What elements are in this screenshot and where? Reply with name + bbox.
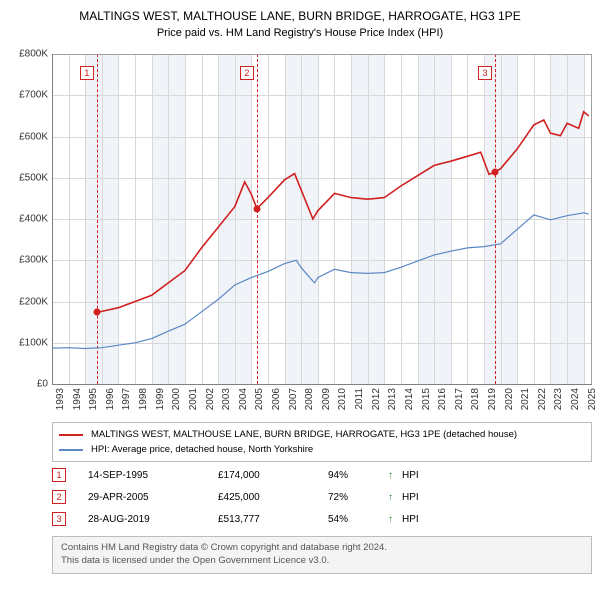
sale-pct: 72%: [328, 492, 388, 503]
x-axis-label: 2012: [371, 388, 382, 418]
x-axis-label: 2021: [520, 388, 531, 418]
sale-hpi-label: HPI: [402, 514, 432, 525]
chart-subtitle: Price paid vs. HM Land Registry's House …: [0, 25, 600, 45]
sales-table: 114-SEP-1995£174,00094%↑HPI229-APR-2005£…: [52, 464, 592, 530]
x-axis-label: 1998: [138, 388, 149, 418]
x-axis-label: 2023: [553, 388, 564, 418]
x-axis-label: 2003: [221, 388, 232, 418]
sale-price: £513,777: [218, 514, 328, 525]
x-axis-label: 2025: [587, 388, 598, 418]
x-axis-label: 1993: [55, 388, 66, 418]
y-axis-label: £800K: [4, 49, 48, 60]
y-axis-label: £200K: [4, 296, 48, 307]
x-axis-label: 2005: [254, 388, 265, 418]
x-axis-label: 1995: [88, 388, 99, 418]
x-axis-label: 2014: [404, 388, 415, 418]
y-axis-label: £500K: [4, 172, 48, 183]
x-axis-label: 1994: [72, 388, 83, 418]
legend-item: MALTINGS WEST, MALTHOUSE LANE, BURN BRID…: [59, 427, 585, 442]
x-axis-label: 1997: [121, 388, 132, 418]
series-hpi: [52, 213, 589, 349]
sale-price: £425,000: [218, 492, 328, 503]
legend-label: HPI: Average price, detached house, Nort…: [91, 444, 313, 455]
y-axis-label: £400K: [4, 214, 48, 225]
sale-date: 29-APR-2005: [88, 492, 218, 503]
up-arrow-icon: ↑: [388, 492, 402, 503]
x-axis: [52, 384, 592, 385]
x-axis-label: 2000: [171, 388, 182, 418]
chart-title: MALTINGS WEST, MALTHOUSE LANE, BURN BRID…: [0, 0, 600, 25]
sale-pct: 54%: [328, 514, 388, 525]
chart-container: MALTINGS WEST, MALTHOUSE LANE, BURN BRID…: [0, 0, 600, 590]
sale-index-box: 1: [52, 468, 66, 482]
sale-row: 2 29-APR-2005£425,00072%↑HPI: [52, 486, 592, 508]
sale-index-box: 3: [52, 512, 66, 526]
y-axis-label: £0: [4, 379, 48, 390]
x-axis-label: 2007: [288, 388, 299, 418]
x-axis-label: 2006: [271, 388, 282, 418]
x-axis-label: 2019: [487, 388, 498, 418]
sale-row: 1 14-SEP-1995£174,00094%↑HPI: [52, 464, 592, 486]
sale-row: 3 28-AUG-2019£513,77754%↑HPI: [52, 508, 592, 530]
x-axis-label: 2013: [387, 388, 398, 418]
attribution-footer: Contains HM Land Registry data © Crown c…: [52, 536, 592, 574]
sale-hpi-label: HPI: [402, 492, 432, 503]
x-axis-label: 2018: [470, 388, 481, 418]
sale-pct: 94%: [328, 470, 388, 481]
up-arrow-icon: ↑: [388, 514, 402, 525]
chart-lines: [52, 54, 592, 384]
legend-swatch: [59, 449, 83, 451]
x-axis-label: 2016: [437, 388, 448, 418]
x-axis-label: 2009: [321, 388, 332, 418]
sale-hpi-label: HPI: [402, 470, 432, 481]
x-axis-label: 2022: [537, 388, 548, 418]
x-axis-label: 2008: [304, 388, 315, 418]
x-axis-label: 2020: [504, 388, 515, 418]
x-axis-label: 1996: [105, 388, 116, 418]
x-axis-label: 2024: [570, 388, 581, 418]
x-axis-label: 2001: [188, 388, 199, 418]
sale-index-box: 2: [52, 490, 66, 504]
x-axis-label: 2010: [337, 388, 348, 418]
x-axis-label: 2015: [421, 388, 432, 418]
y-axis-label: £100K: [4, 337, 48, 348]
legend: MALTINGS WEST, MALTHOUSE LANE, BURN BRID…: [52, 422, 592, 462]
sale-date: 28-AUG-2019: [88, 514, 218, 525]
x-axis-label: 2004: [238, 388, 249, 418]
x-axis-label: 2017: [454, 388, 465, 418]
legend-label: MALTINGS WEST, MALTHOUSE LANE, BURN BRID…: [91, 429, 517, 440]
y-axis-label: £700K: [4, 90, 48, 101]
legend-swatch: [59, 434, 83, 436]
x-axis-label: 2011: [354, 388, 365, 418]
y-axis-label: £300K: [4, 255, 48, 266]
x-axis-label: 1999: [155, 388, 166, 418]
footer-line-2: This data is licensed under the Open Gov…: [61, 555, 583, 568]
sale-date: 14-SEP-1995: [88, 470, 218, 481]
sale-price: £174,000: [218, 470, 328, 481]
up-arrow-icon: ↑: [388, 470, 402, 481]
series-property: [97, 112, 589, 312]
x-axis-label: 2002: [205, 388, 216, 418]
y-axis-label: £600K: [4, 131, 48, 142]
footer-line-1: Contains HM Land Registry data © Crown c…: [61, 542, 583, 555]
legend-item: HPI: Average price, detached house, Nort…: [59, 442, 585, 457]
